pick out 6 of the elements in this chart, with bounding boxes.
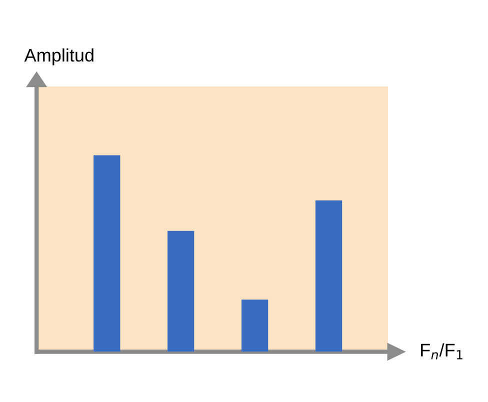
y-axis-title: Amplitud (24, 48, 94, 66)
bar (168, 230, 194, 352)
bar (94, 155, 120, 352)
bar (315, 200, 342, 352)
x-axis-title: F$_{n}$/F$_{1}$ (421, 343, 462, 360)
bar (242, 300, 268, 352)
